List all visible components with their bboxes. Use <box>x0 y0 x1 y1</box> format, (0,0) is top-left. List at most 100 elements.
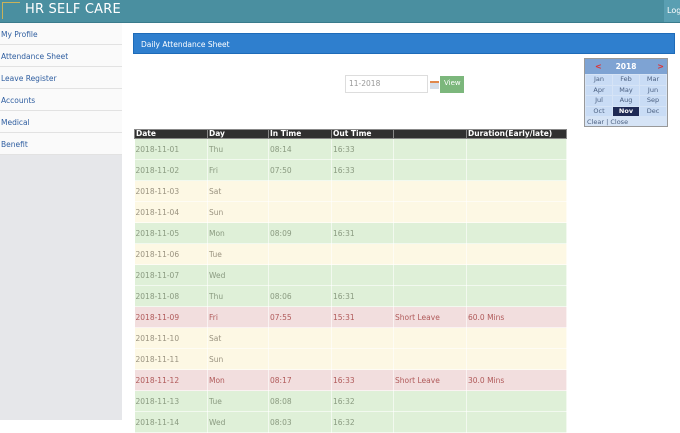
next-year-button[interactable]: > <box>657 62 664 71</box>
table-cell: 16:32 <box>331 390 394 412</box>
month-option-jan[interactable]: Jan <box>586 75 612 85</box>
prev-year-button[interactable]: < <box>595 62 602 71</box>
sidebar-item-my-profile[interactable]: My Profile <box>0 23 122 45</box>
logo-icon <box>2 2 20 19</box>
table-cell <box>466 264 567 286</box>
table-row: 2018-11-03 Sat <box>134 180 567 202</box>
table-cell <box>393 348 467 370</box>
sidebar-item-attendance-sheet[interactable]: Attendance Sheet <box>0 45 122 67</box>
table-cell: 16:31 <box>331 285 394 307</box>
table-row: 2018-11-09 Fri 07:55 15:31 Short Leave 60.0 M… <box>134 306 567 328</box>
table-cell: Short Leave <box>393 306 467 328</box>
table-row: 2018-11-05 Mon 08:09 16:31 <box>134 222 567 244</box>
table-cell: 2018-11-14 <box>134 411 208 433</box>
table-cell <box>331 264 394 286</box>
table-cell: Sun <box>207 201 269 223</box>
column-header: Out Time <box>331 129 394 139</box>
logout-button[interactable]: Logout <box>664 0 680 22</box>
table-cell: 2018-11-13 <box>134 390 208 412</box>
month-option-dec[interactable]: Dec <box>640 106 666 116</box>
table-cell: 2018-11-02 <box>134 159 208 181</box>
table-cell <box>268 201 332 223</box>
table-cell: Mon <box>207 369 269 391</box>
table-row: 2018-11-02 Fri 07:50 16:33 <box>134 159 567 181</box>
table-cell <box>268 327 332 349</box>
table-cell: 2018-11-04 <box>134 201 208 223</box>
month-option-mar[interactable]: Mar <box>640 75 666 85</box>
table-cell <box>466 411 567 433</box>
table-cell: 2018-11-10 <box>134 327 208 349</box>
table-cell: Sat <box>207 327 269 349</box>
table-cell: Fri <box>207 306 269 328</box>
table-cell: 07:55 <box>268 306 332 328</box>
table-cell <box>268 264 332 286</box>
sidebar-item-medical[interactable]: Medical <box>0 111 122 133</box>
table-cell: 2018-11-09 <box>134 306 208 328</box>
column-header: In Time <box>268 129 332 139</box>
table-row: 2018-11-04 Sun <box>134 201 567 223</box>
table-cell: Sat <box>207 180 269 202</box>
table-cell <box>393 264 467 286</box>
table-cell <box>393 327 467 349</box>
table-cell <box>466 201 567 223</box>
table-cell <box>393 411 467 433</box>
table-row: 2018-11-07 Wed <box>134 264 567 286</box>
table-row: 2018-11-08 Thu 08:06 16:31 <box>134 285 567 307</box>
sidebar-item-benefit[interactable]: Benefit <box>0 133 122 155</box>
view-button[interactable]: View <box>440 76 464 93</box>
table-cell: 30.0 Mins <box>466 369 567 391</box>
column-header: Date <box>134 129 208 139</box>
table-row: 2018-11-12 Mon 08:17 16:33 Short Leave 30.0 M… <box>134 369 567 391</box>
sidebar-item-accounts[interactable]: Accounts <box>0 89 122 111</box>
month-option-oct[interactable]: Oct <box>586 106 612 116</box>
month-option-may[interactable]: May <box>613 85 639 95</box>
page-title: Daily Attendance Sheet <box>133 33 675 54</box>
table-cell: Fri <box>207 159 269 181</box>
picker-year: 2018 <box>615 62 637 71</box>
table-cell: Thu <box>207 285 269 307</box>
column-header: Duration(Early/late) <box>466 129 567 139</box>
table-cell: 2018-11-08 <box>134 285 208 307</box>
table-cell: Short Leave <box>393 369 467 391</box>
table-cell <box>393 222 467 244</box>
column-header: Day <box>207 129 269 139</box>
month-option-aug[interactable]: Aug <box>613 96 639 106</box>
table-cell: 2018-11-03 <box>134 180 208 202</box>
month-option-nov[interactable]: Nov <box>613 106 639 116</box>
table-cell <box>466 138 567 160</box>
table-cell: 60.0 Mins <box>466 306 567 328</box>
column-header <box>393 129 467 139</box>
month-option-apr[interactable]: Apr <box>586 85 612 95</box>
separator: | <box>606 118 609 126</box>
month-grid: Jan Feb Mar Apr May Jun Jul Aug Sep Oct Nov Dec <box>585 74 667 117</box>
table-cell: 15:31 <box>331 306 394 328</box>
calendar-icon[interactable] <box>430 81 439 89</box>
month-option-sep[interactable]: Sep <box>640 96 666 106</box>
month-option-jun[interactable]: Jun <box>640 85 666 95</box>
month-option-jul[interactable]: Jul <box>586 96 612 106</box>
table-row: 2018-11-01 Thu 08:14 16:33 <box>134 138 567 160</box>
clear-button[interactable]: Clear <box>587 118 604 126</box>
table-cell <box>331 201 394 223</box>
table-row: 2018-11-13 Tue 08:08 16:32 <box>134 390 567 412</box>
table-cell <box>466 222 567 244</box>
table-cell <box>268 180 332 202</box>
month-input[interactable]: 11-2018 <box>345 75 428 93</box>
close-button[interactable]: Close <box>610 118 629 126</box>
table-cell: 07:50 <box>268 159 332 181</box>
table-cell: 16:32 <box>331 411 394 433</box>
picker-year-bar: < 2018 > <box>585 59 667 74</box>
table-cell: 2018-11-01 <box>134 138 208 160</box>
table-row: 2018-11-06 Tue <box>134 243 567 265</box>
table-cell <box>268 348 332 370</box>
table-cell <box>331 327 394 349</box>
table-cell <box>331 243 394 265</box>
table-cell: 16:31 <box>331 222 394 244</box>
table-cell: 16:33 <box>331 369 394 391</box>
table-cell <box>466 285 567 307</box>
table-cell <box>466 159 567 181</box>
month-option-feb[interactable]: Feb <box>613 75 639 85</box>
month-picker-popup: < 2018 > Jan Feb Mar Apr May Jun Jul Aug Sep Oct N… <box>584 58 668 127</box>
sidebar-item-leave-register[interactable]: Leave Register <box>0 67 122 89</box>
top-bar: HR SELF CARE Logout <box>0 0 680 23</box>
